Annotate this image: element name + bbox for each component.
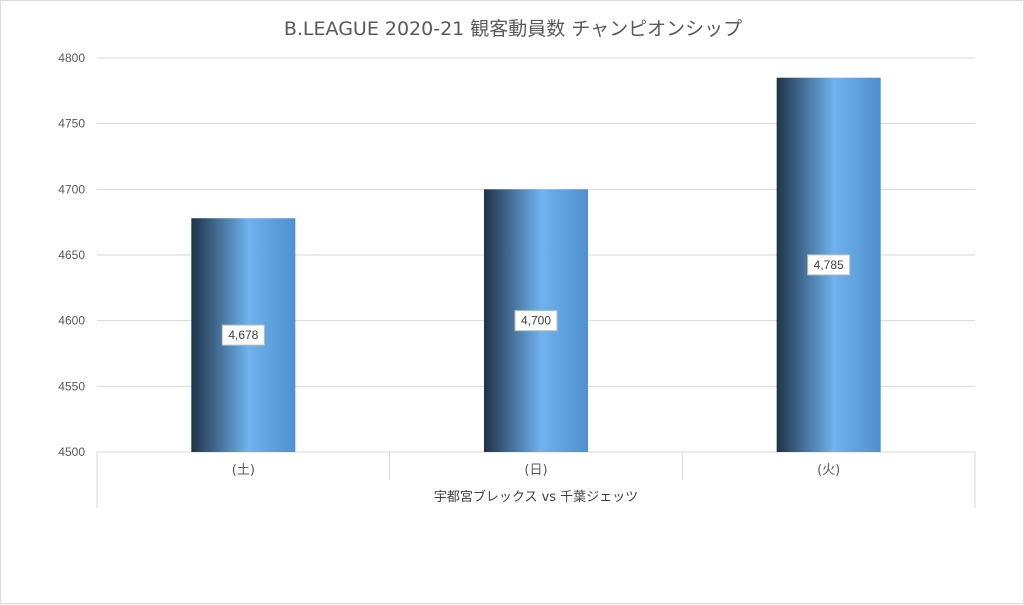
- y-tick-label: 4750: [58, 117, 85, 131]
- data-label-text: 4,785: [814, 258, 844, 272]
- chart-title: B.LEAGUE 2020-21 観客動員数 チャンピオンシップ: [284, 18, 742, 40]
- data-label-box: [807, 254, 851, 276]
- y-tick-label: 4700: [58, 182, 85, 196]
- y-tick-label: 4800: [58, 51, 85, 65]
- x-axis: 宇都宮ブレックス vs 千葉ジェッツ (土) (日) (火): [96, 452, 976, 508]
- data-label-text: 4,678: [228, 328, 258, 342]
- y-tick-label: 4550: [58, 379, 85, 393]
- data-label: 4,785: [807, 254, 851, 276]
- x-tick-label: (土): [232, 463, 255, 478]
- x-tick-label: (火): [817, 463, 840, 478]
- y-tick-label: 4500: [58, 445, 85, 459]
- data-label: 4,678: [221, 324, 265, 346]
- data-label-box: [221, 324, 265, 346]
- y-tick-label: 4650: [58, 248, 85, 262]
- category-group-label: 宇都宮ブレックス vs 千葉ジェッツ: [434, 489, 638, 505]
- data-label: 4,700: [514, 310, 558, 332]
- y-axis: 4500 4550 4600 4650 4700 4750 4800: [58, 51, 85, 459]
- data-label-box: [514, 310, 558, 332]
- data-label-text: 4,700: [521, 314, 551, 328]
- bars: 4,678 4,700 4,785: [191, 77, 881, 453]
- x-tick-label: (日): [524, 463, 547, 478]
- y-tick-label: 4600: [58, 314, 85, 328]
